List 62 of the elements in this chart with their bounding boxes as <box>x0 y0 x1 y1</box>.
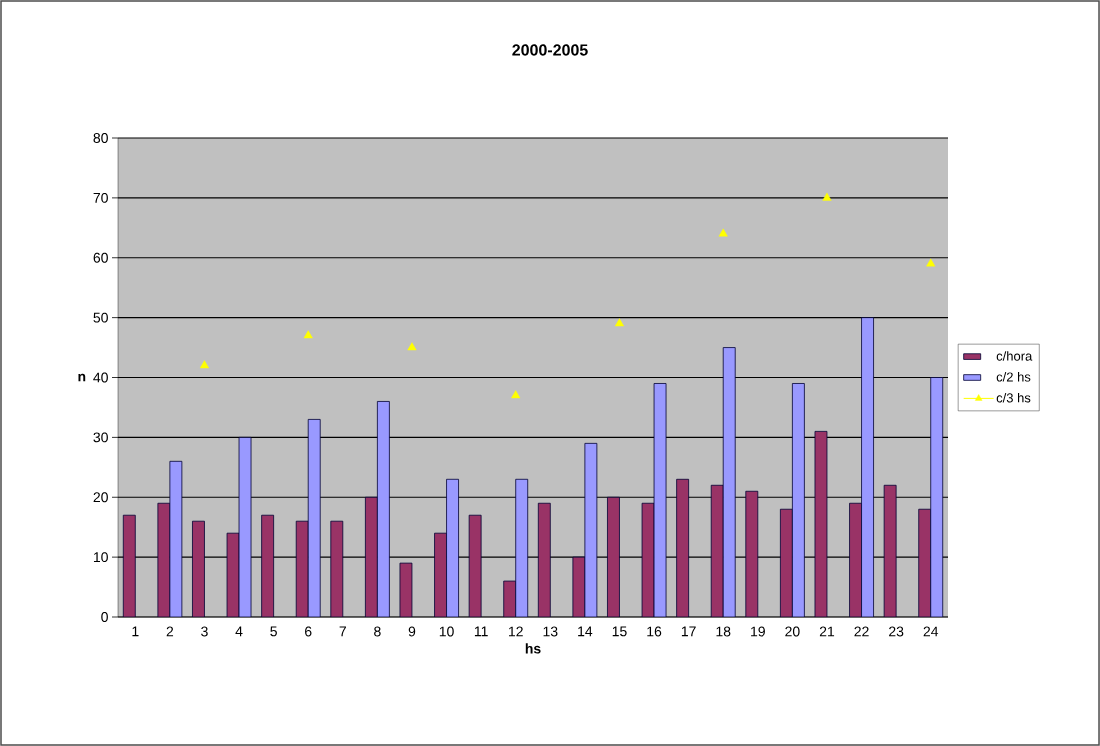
bar <box>745 490 759 617</box>
x-tick-label: 16 <box>647 626 662 637</box>
legend-label: c/3 hs <box>996 392 1031 403</box>
x-axis-title: hs <box>525 643 541 654</box>
x-tick-label: 1 <box>132 626 139 637</box>
x-tick-label: 2 <box>166 626 174 637</box>
x-tick-label: 4 <box>235 626 243 637</box>
y-tick-label: 80 <box>93 133 108 143</box>
x-tick-label: 9 <box>408 626 416 637</box>
y-tick-label: 30 <box>93 432 108 443</box>
bar <box>849 502 862 617</box>
x-tick-label: 18 <box>716 626 731 637</box>
x-tick-label: 15 <box>612 626 627 637</box>
bar <box>295 520 309 617</box>
bar <box>330 520 344 617</box>
bar <box>364 496 378 617</box>
legend-label: c/2 hs <box>996 372 1031 382</box>
x-tick-label: 23 <box>889 626 904 637</box>
x-tick-label: 10 <box>439 626 454 637</box>
bar <box>515 478 529 617</box>
y-tick-label: 60 <box>93 252 108 263</box>
y-tick-label: 50 <box>93 312 108 323</box>
bar <box>261 514 275 617</box>
bar <box>791 383 805 617</box>
bar <box>446 478 459 617</box>
legend-label: c/hora <box>996 351 1033 361</box>
y-tick-label: 70 <box>93 192 108 203</box>
y-tick-label: 20 <box>93 492 108 503</box>
bar <box>192 520 205 617</box>
x-tick-label: 5 <box>270 626 277 637</box>
bar <box>779 508 793 617</box>
bar <box>122 514 136 617</box>
x-tick-label: 6 <box>305 626 312 637</box>
bar <box>307 419 321 617</box>
x-tick-label: 12 <box>508 626 523 637</box>
bar <box>376 401 390 617</box>
y-axis-title: n <box>78 373 86 382</box>
x-tick-label: 7 <box>339 626 346 637</box>
x-tick-label: 20 <box>785 626 800 637</box>
x-tick-label: 14 <box>578 626 593 637</box>
y-tick-label: 10 <box>93 552 108 563</box>
x-tick-label: 17 <box>681 626 696 637</box>
x-tick-label: 21 <box>819 626 835 637</box>
y-tick-label: 40 <box>93 372 108 383</box>
x-tick-label: 19 <box>751 626 765 637</box>
x-tick-label: 8 <box>374 626 381 637</box>
x-tick-label: 13 <box>543 626 558 637</box>
x-tick-label: 3 <box>201 626 208 637</box>
bar <box>710 484 724 617</box>
bar <box>722 347 736 617</box>
bar <box>434 532 447 617</box>
bar <box>930 377 944 617</box>
chart-title: 2000-2005 <box>512 44 588 56</box>
x-tick-label: 11 <box>474 626 488 637</box>
bar <box>861 317 874 617</box>
bar <box>607 496 620 617</box>
bar <box>918 508 932 617</box>
bar <box>676 478 690 617</box>
x-tick-label: 22 <box>854 626 869 637</box>
y-tick-label: 0 <box>101 612 108 622</box>
x-tick-label: 24 <box>923 626 939 637</box>
bar <box>537 502 551 617</box>
